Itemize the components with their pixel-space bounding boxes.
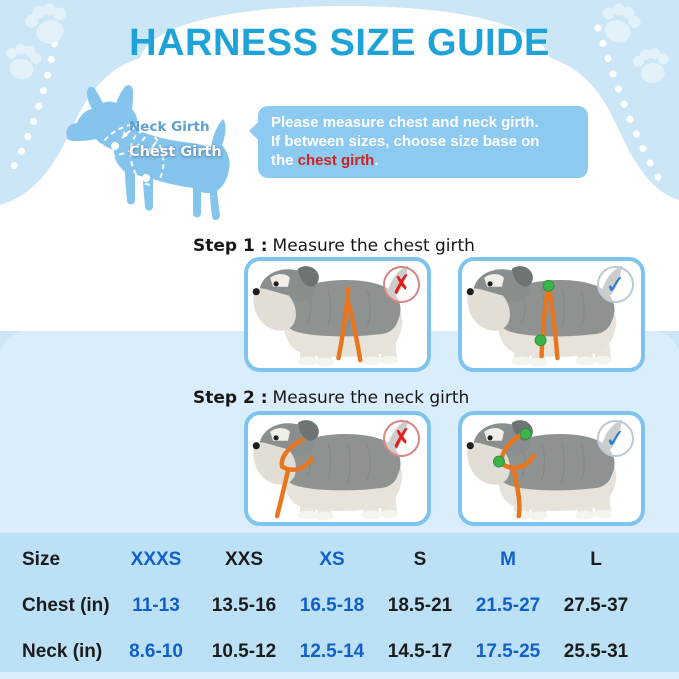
dog-photo-illustration (252, 265, 409, 368)
table-header-xxxs: XXXS (130, 549, 182, 570)
photo-panel-chest-correct: ✓ (458, 257, 645, 372)
table-header-xxs: XXS (224, 549, 264, 570)
neck-value-xs: 12.5-14 (299, 641, 365, 662)
dog-measurement-diagram (66, 85, 230, 221)
table-band-background (0, 533, 679, 672)
dog-photo-illustration (252, 419, 409, 522)
note-line-2: If between sizes, choose size base on (271, 133, 540, 151)
photo-panel-neck-wrong: ✗ (244, 411, 431, 526)
step1-heading: Step 1 : Measure the chest girth (193, 236, 475, 256)
table-header-m: M (500, 549, 516, 570)
neck-measure-point (111, 142, 119, 150)
neck-girth-label: Neck Girth (129, 119, 210, 135)
measure-point-dots (534, 279, 555, 347)
chest-value-l: 27.5-37 (563, 595, 629, 616)
table-header-s: S (413, 549, 427, 570)
neck-value-m: 17.5-25 (475, 641, 541, 662)
chest-value-xxxs: 11-13 (132, 595, 180, 616)
dog-photo-illustration (466, 265, 623, 368)
photo-panel-chest-wrong: ✗ (244, 257, 431, 372)
chest-value-m: 21.5-27 (475, 595, 541, 616)
chest-value-s: 18.5-21 (387, 595, 453, 616)
chest-measure-point (142, 174, 150, 182)
table-header-l: L (590, 549, 602, 570)
chest-value-xs: 16.5-18 (299, 595, 365, 616)
size-table: Size XXXS XXS XS S M L Chest (in) 11-13 … (0, 533, 679, 672)
neck-value-xxs: 10.5-12 (211, 641, 277, 662)
measurement-note-bubble: Please measure chest and neck girth. If … (249, 106, 588, 178)
note-line-1: Please measure chest and neck girth. (271, 114, 539, 131)
measure-point-dots (493, 427, 532, 468)
chest-girth-highlight: chest girth (297, 152, 375, 170)
table-row-chest-label: Chest (in) (22, 595, 110, 616)
neck-value-s: 14.5-17 (387, 641, 453, 662)
measuring-tape-wrong-neck (274, 437, 314, 519)
dog-silhouette (66, 85, 230, 221)
pointer-arrowheads (122, 131, 154, 154)
dog-photo-illustration (466, 419, 623, 522)
measuring-tape-wrong-chest (336, 286, 363, 363)
photo-panel-neck-correct: ✓ (458, 411, 645, 526)
step2-heading: Step 2 : Measure the neck girth (193, 388, 470, 408)
chest-girth-label: Chest Girth (129, 144, 222, 160)
dotted-trail-right (594, 24, 666, 188)
neck-value-xxxs: 8.6-10 (129, 641, 183, 662)
girth-dashed-ellipses (100, 123, 165, 186)
chest-value-xxs: 13.5-16 (211, 595, 277, 616)
page-title: HARNESS SIZE GUIDE (129, 22, 550, 64)
table-row-neck-label: Neck (in) (22, 641, 103, 662)
neck-value-l: 25.5-31 (563, 641, 629, 662)
table-header-xs: XS (319, 549, 345, 570)
note-line-3: the chest girth. (271, 152, 379, 170)
table-header-size: Size (22, 549, 61, 570)
